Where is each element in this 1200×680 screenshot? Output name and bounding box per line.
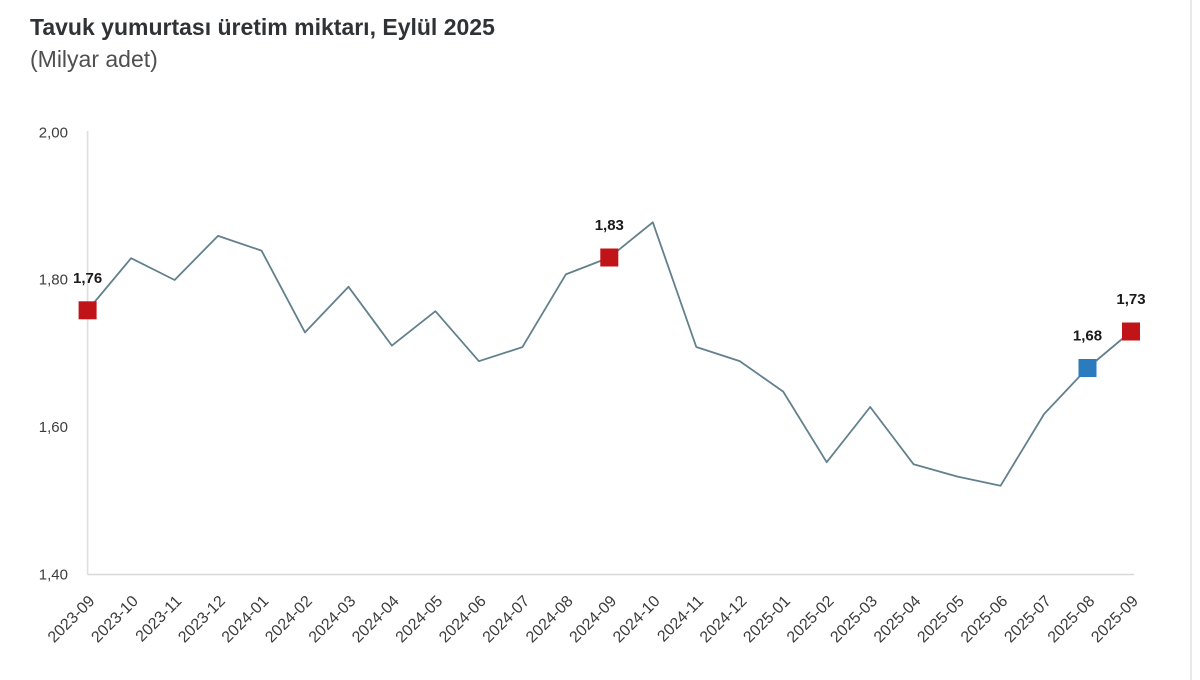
- svg-text:1,60: 1,60: [39, 419, 68, 436]
- svg-text:(Milyar adet): (Milyar adet): [30, 46, 158, 72]
- svg-text:1,80: 1,80: [39, 272, 68, 289]
- svg-text:1,83: 1,83: [595, 217, 624, 234]
- svg-text:1,68: 1,68: [1073, 328, 1102, 345]
- svg-text:1,73: 1,73: [1116, 291, 1145, 308]
- svg-text:1,76: 1,76: [73, 270, 102, 287]
- svg-text:1,40: 1,40: [39, 566, 68, 583]
- svg-text:Tavuk yumurtası üretim miktarı: Tavuk yumurtası üretim miktarı, Eylül 20…: [30, 14, 495, 40]
- svg-text:2,00: 2,00: [39, 124, 68, 141]
